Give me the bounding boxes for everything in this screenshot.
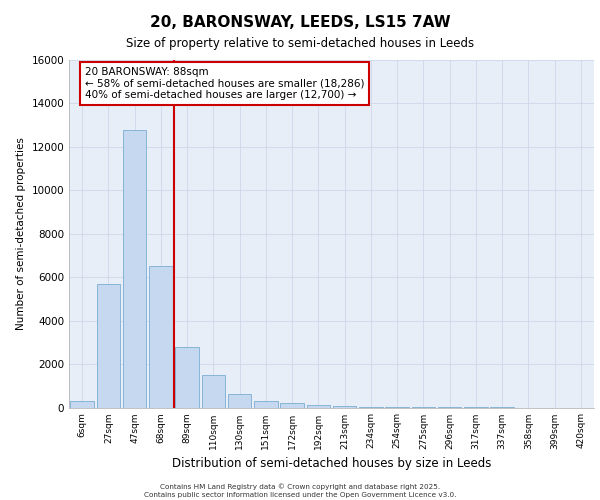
X-axis label: Distribution of semi-detached houses by size in Leeds: Distribution of semi-detached houses by … [172,457,491,470]
Bar [149,266,173,408]
Text: 20, BARONSWAY, LEEDS, LS15 7AW: 20, BARONSWAY, LEEDS, LS15 7AW [149,15,451,30]
Bar [228,394,251,407]
Bar [359,407,383,408]
Bar [97,284,120,408]
Y-axis label: Number of semi-detached properties: Number of semi-detached properties [16,138,26,330]
Text: 20 BARONSWAY: 88sqm
← 58% of semi-detached houses are smaller (18,286)
40% of se: 20 BARONSWAY: 88sqm ← 58% of semi-detach… [85,67,364,100]
Bar [123,130,146,407]
Bar [280,403,304,407]
Text: Contains HM Land Registry data © Crown copyright and database right 2025.
Contai: Contains HM Land Registry data © Crown c… [144,484,456,498]
Bar [254,401,278,407]
Bar [333,406,356,407]
Bar [175,346,199,408]
Bar [70,401,94,407]
Bar [307,406,330,407]
Text: Size of property relative to semi-detached houses in Leeds: Size of property relative to semi-detach… [126,38,474,51]
Bar [202,375,225,408]
